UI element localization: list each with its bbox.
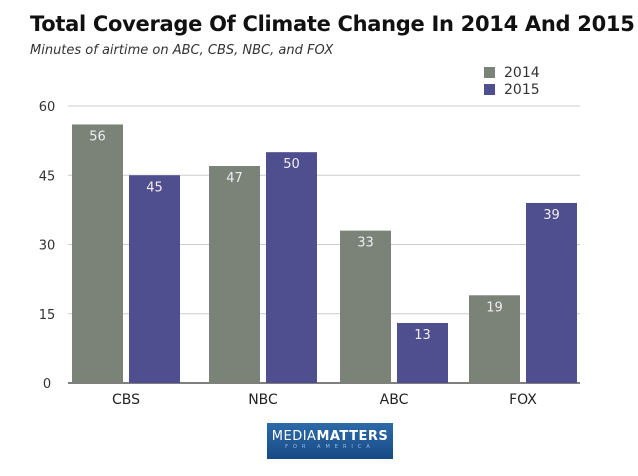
legend-label: 2014	[504, 64, 540, 81]
legend-label: 2015	[504, 81, 540, 98]
legend-swatch	[484, 84, 495, 95]
data-label: 50	[283, 157, 300, 172]
legend-item-2015: 2015	[484, 81, 540, 98]
y-tick-label: 15	[39, 308, 56, 323]
bar-fox-2014	[469, 295, 520, 383]
y-tick-label: 30	[39, 239, 56, 254]
legend: 2014 2015	[484, 64, 540, 98]
x-tick-label: FOX	[509, 392, 537, 408]
bar-nbc-2015	[266, 152, 317, 383]
legend-item-2014: 2014	[484, 64, 540, 81]
x-tick-label: CBS	[112, 392, 140, 408]
logo-text: MEDIA	[271, 429, 317, 444]
y-tick-label: 60	[39, 100, 56, 115]
bar-nbc-2014	[209, 166, 260, 383]
data-label: 45	[146, 180, 163, 195]
x-tick-label: ABC	[380, 392, 409, 408]
data-label: 56	[89, 129, 106, 144]
bar-cbs-2015	[129, 175, 180, 383]
data-label: 19	[486, 300, 503, 315]
logo-subtext: FOR AMERICA	[285, 444, 375, 450]
chart-subtitle: Minutes of airtime on ABC, CBS, NBC, and…	[30, 43, 334, 58]
x-tick-label: NBC	[248, 392, 278, 408]
media-matters-logo: MEDIAMATTERS FOR AMERICA	[267, 423, 393, 459]
chart-title: Total Coverage Of Climate Change In 2014…	[30, 12, 635, 36]
bar-fox-2015	[526, 202, 577, 383]
data-label: 33	[357, 236, 374, 251]
bar-cbs-2014	[72, 124, 123, 383]
logo-text-bold: MATTERS	[316, 429, 389, 444]
y-tick-label: 0	[43, 377, 51, 392]
data-label: 47	[226, 171, 243, 186]
bar-abc-2014	[340, 230, 391, 383]
legend-swatch	[484, 67, 495, 78]
data-label: 13	[414, 328, 431, 343]
bar-abc-2015	[397, 322, 448, 383]
data-label: 39	[543, 208, 560, 223]
y-tick-label: 45	[39, 169, 56, 184]
